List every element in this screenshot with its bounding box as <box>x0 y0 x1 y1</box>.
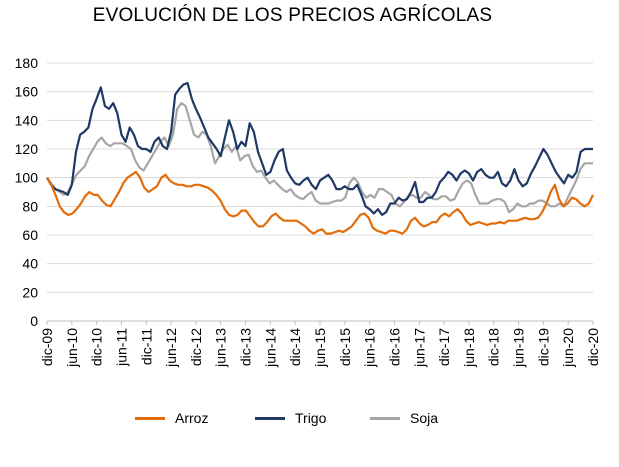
legend-item-arroz: Arroz <box>135 410 208 426</box>
x-tick-label: jun-17 <box>411 328 427 368</box>
x-tick-label: dic-09 <box>39 328 55 366</box>
y-tick-label: 180 <box>15 55 39 71</box>
plot-area: 0 20 40 60 80 100 120 140 160 180 dic-09 jun-10 dic-… <box>15 55 601 368</box>
legend-label-soja: Soja <box>410 410 439 426</box>
y-tick-label: 160 <box>15 84 39 100</box>
y-tick-label: 120 <box>15 141 39 157</box>
x-tick-label: jun-13 <box>213 328 229 368</box>
x-tick-label: jun-16 <box>362 328 378 368</box>
x-tick-label: dic-16 <box>386 328 402 366</box>
y-tick-label: 100 <box>15 170 39 186</box>
legend-label-arroz: Arroz <box>175 410 209 426</box>
x-tick-label: jun-15 <box>312 328 328 368</box>
x-tick-label: dic-20 <box>585 328 601 366</box>
chart-title: EVOLUCIÓN DE LOS PRECIOS AGRÍCOLAS <box>92 5 493 26</box>
series-line-arroz <box>46 170 594 235</box>
x-tick-label: dic-15 <box>337 328 353 366</box>
series-line-soja <box>46 101 593 214</box>
legend-swatch-arroz <box>135 416 165 420</box>
x-tick-label: dic-19 <box>535 328 551 366</box>
x-tick-label: jun-18 <box>461 328 477 368</box>
legend-item-trigo: Trigo <box>255 410 326 426</box>
legend-swatch-trigo <box>255 416 285 420</box>
y-tick-label: 40 <box>22 256 38 272</box>
y-tick-label: 60 <box>22 227 38 243</box>
x-tick-label: dic-10 <box>89 328 105 366</box>
x-tick-label: jun-10 <box>64 328 80 368</box>
x-tick-label: dic-17 <box>436 328 452 366</box>
y-tick-label: 80 <box>22 198 38 214</box>
series-line-trigo <box>46 81 593 216</box>
x-tick-label: dic-12 <box>188 328 204 366</box>
x-tick-label: dic-11 <box>138 328 154 365</box>
legend-item-soja: Soja <box>370 410 438 426</box>
y-tick-label: 140 <box>15 112 39 128</box>
x-tick-label: dic-14 <box>287 328 303 366</box>
x-tick-label: jun-12 <box>163 328 179 368</box>
x-tick-label: jun-19 <box>511 328 527 368</box>
x-tick-label: jun-11 <box>113 328 129 367</box>
x-tick-label: jun-14 <box>262 328 278 368</box>
x-tick-label: dic-13 <box>238 328 254 366</box>
x-tick-label: dic-18 <box>486 328 502 366</box>
legend-swatch-soja <box>370 416 400 420</box>
y-tick-label: 20 <box>22 284 38 300</box>
legend-label-trigo: Trigo <box>295 410 327 426</box>
legend: Arroz Trigo Soja <box>0 410 619 432</box>
y-tick-label: 0 <box>30 313 38 329</box>
x-tick-label: jun-20 <box>560 328 576 368</box>
